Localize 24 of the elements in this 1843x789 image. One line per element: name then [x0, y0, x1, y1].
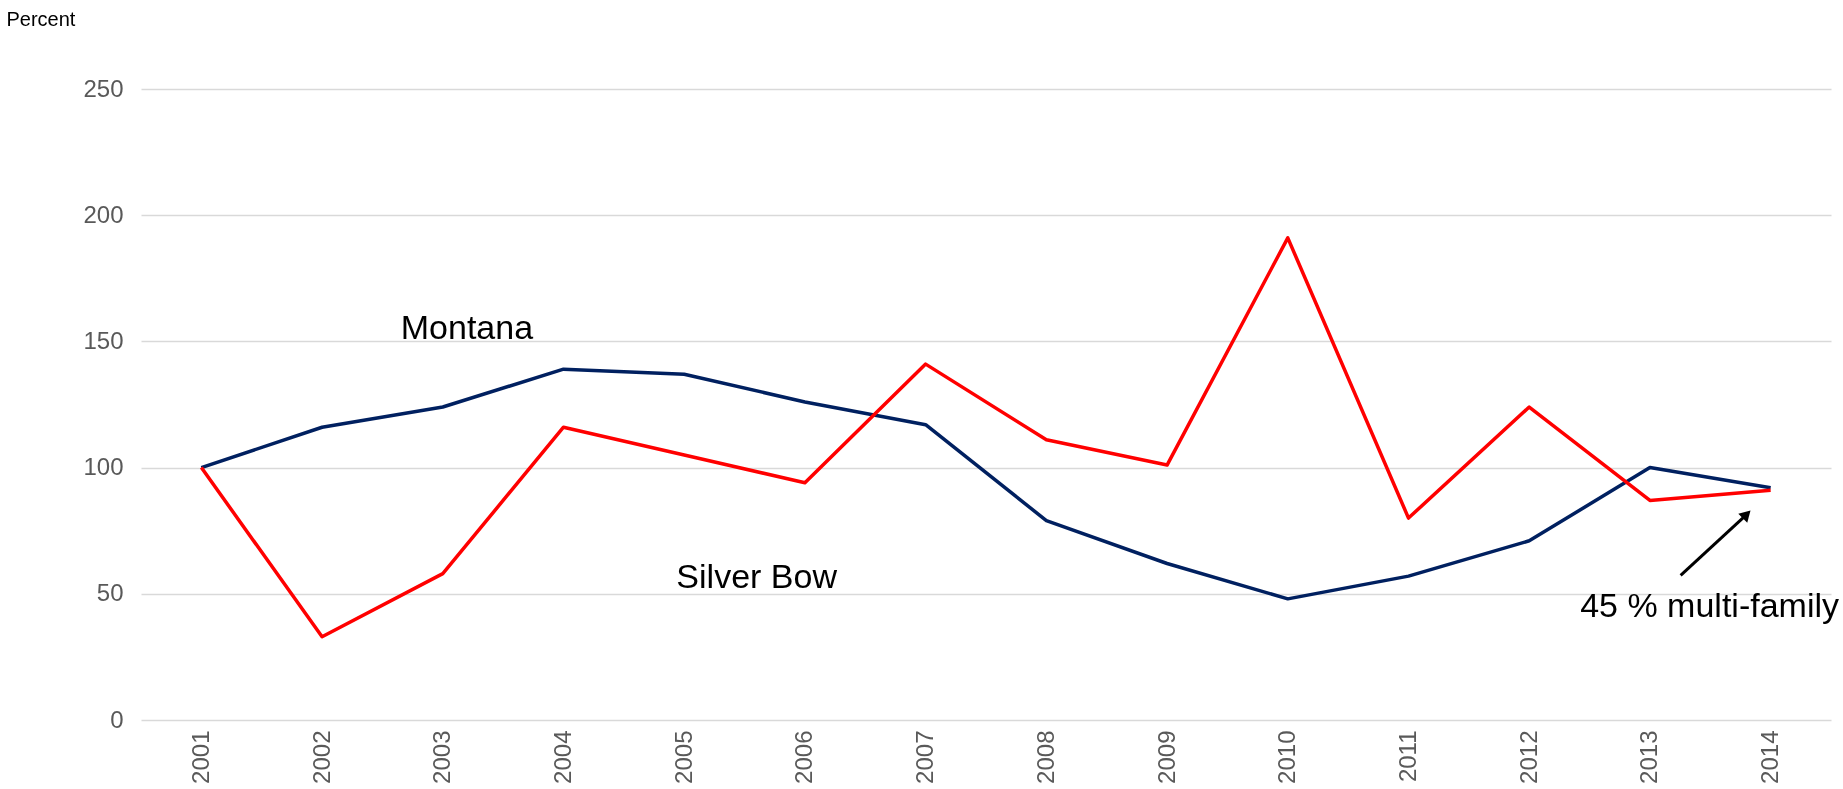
y-axis-title: Percent	[6, 7, 76, 30]
x-tick-label: 2005	[669, 730, 697, 784]
x-tick-label: 2006	[790, 730, 818, 784]
x-tick-label: 2013	[1635, 730, 1663, 784]
text: Silver Bow	[676, 557, 838, 596]
x-tick-label: 2009	[1152, 730, 1180, 784]
y-tick-label: 50	[96, 579, 124, 607]
y-tick-label: 200	[83, 200, 124, 228]
y-tick-label: 150	[83, 326, 124, 354]
x-tick-label: 2010	[1273, 730, 1301, 784]
x-tick-label: 2002	[307, 730, 335, 784]
x-tick-label: 2004	[549, 730, 576, 784]
x-tick-label: 2008	[1031, 730, 1059, 784]
y-tick-label: 100	[83, 453, 124, 481]
x-tick-label: 2007	[911, 730, 939, 784]
x-tick-label: 2001	[186, 730, 214, 784]
y-tick-label: 0	[110, 705, 124, 733]
x-tick-label: 2003	[428, 730, 456, 784]
series-label: Montana	[400, 308, 534, 347]
x-tick-label: 2011	[1394, 730, 1421, 783]
y-tick-label: 250	[83, 74, 124, 102]
annotation: 45 % multi-family	[1580, 586, 1839, 625]
x-tick-label: 2012	[1514, 730, 1542, 784]
x-tick-label: 2014	[1756, 730, 1784, 784]
